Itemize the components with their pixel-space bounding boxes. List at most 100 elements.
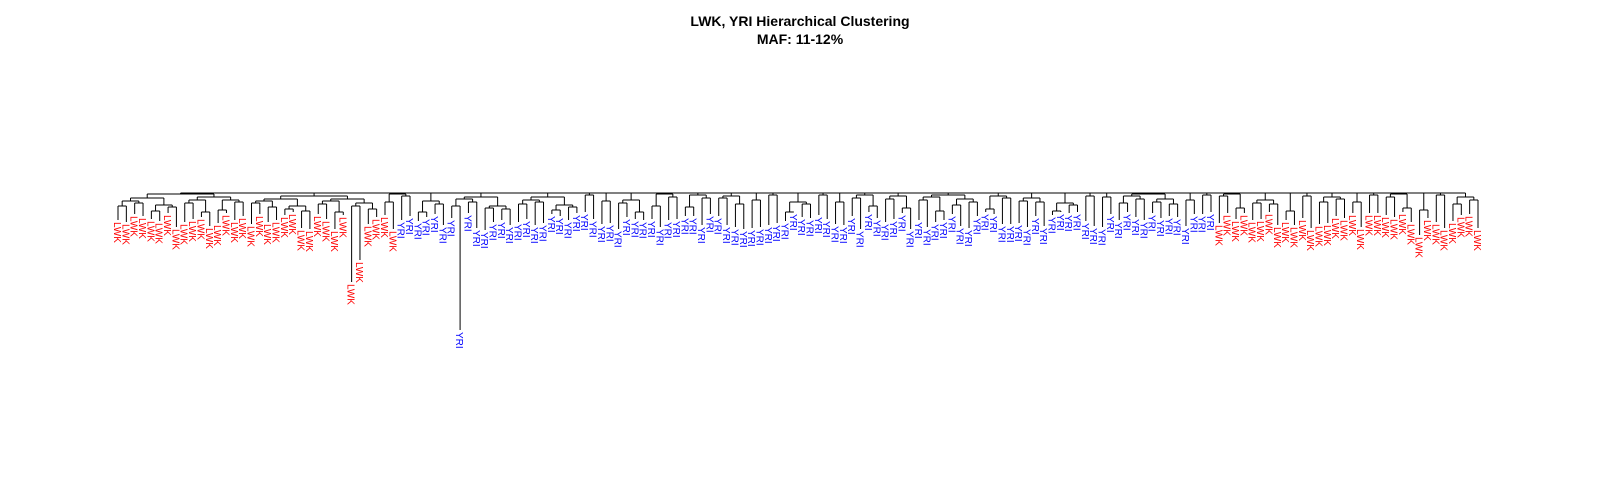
leaf-label-lwk: LWK (186, 221, 197, 242)
leaf-label-yri: YRI (695, 227, 706, 244)
leaf-label-yri: YRI (737, 231, 748, 248)
leaf-label-lwk: LWK (1254, 221, 1265, 242)
leaf-label-lwk: LWK (1354, 229, 1365, 250)
leaf-label-yri: YRI (637, 222, 648, 239)
leaf-label-lwk: LWK (361, 226, 372, 247)
leaf-label-yri: YRI (1196, 216, 1207, 233)
leaf-label-yri: YRI (662, 222, 673, 239)
leaf-label-yri: YRI (703, 216, 714, 233)
leaf-label-yri: YRI (995, 226, 1006, 243)
leaf-label-yri: YRI (620, 219, 631, 236)
leaf-label-lwk: LWK (119, 224, 130, 245)
leaf-label-yri: YRI (1087, 228, 1098, 245)
leaf-label-lwk: LWK (161, 215, 172, 236)
leaf-label-lwk: LWK (211, 225, 222, 246)
leaf-label-yri: YRI (870, 220, 881, 237)
leaf-label-yri: YRI (436, 227, 447, 244)
leaf-label-lwk: LWK (1396, 214, 1407, 235)
leaf-label-yri: YRI (720, 227, 731, 244)
leaf-label-yri: YRI (962, 230, 973, 247)
leaf-label-lwk: LWK (1321, 225, 1332, 246)
leaf-label-yri: YRI (1029, 218, 1040, 235)
leaf-label-yri: YRI (1012, 225, 1023, 242)
leaf-label-yri: YRI (1104, 216, 1115, 233)
leaf-label-yri: YRI (954, 228, 965, 245)
leaf-label-yri: YRI (653, 229, 664, 246)
dendrogram-leaf-labels: LWKLWKLWKLWKLWKLWKLWKLWKLWKLWKLWKLWKLWKL… (111, 214, 1482, 349)
leaf-label-lwk: LWK (1371, 215, 1382, 236)
leaf-label-lwk: LWK (1429, 224, 1440, 245)
leaf-label-lwk: LWK (320, 221, 331, 242)
leaf-label-yri: YRI (511, 224, 522, 241)
leaf-label-yri: YRI (470, 230, 481, 247)
leaf-label-lwk: LWK (295, 230, 306, 251)
leaf-label-yri: YRI (628, 221, 639, 238)
leaf-label-lwk: LWK (328, 231, 339, 252)
leaf-label-lwk: LWK (1262, 214, 1273, 235)
leaf-label-lwk: LWK (1304, 230, 1315, 251)
leaf-label-lwk: LWK (1346, 215, 1357, 236)
leaf-label-lwk: LWK (228, 222, 239, 243)
leaf-label-yri: YRI (478, 232, 489, 249)
leaf-label-yri: YRI (570, 215, 581, 232)
leaf-label-lwk: LWK (1329, 218, 1340, 239)
leaf-label-lwk: LWK (144, 221, 155, 242)
leaf-label-lwk: LWK (236, 218, 247, 239)
leaf-label-yri: YRI (762, 227, 773, 244)
leaf-label-lwk: LWK (1287, 227, 1298, 248)
leaf-label-lwk: LWK (1446, 223, 1457, 244)
leaf-label-yri: YRI (1045, 217, 1056, 234)
leaf-label-lwk: LWK (1438, 230, 1449, 251)
leaf-label-lwk: LWK (169, 229, 180, 250)
leaf-label-yri: YRI (1112, 222, 1123, 239)
leaf-label-yri: YRI (1171, 219, 1182, 236)
leaf-label-yri: YRI (562, 222, 573, 239)
leaf-label-yri: YRI (795, 219, 806, 236)
leaf-label-yri: YRI (804, 220, 815, 237)
leaf-label-yri: YRI (920, 229, 931, 246)
leaf-label-yri: YRI (411, 223, 422, 240)
leaf-label-yri: YRI (1071, 214, 1082, 231)
leaf-label-lwk: LWK (1246, 222, 1257, 243)
leaf-label-yri: YRI (612, 231, 623, 248)
leaf-label-yri: YRI (1179, 228, 1190, 245)
leaf-label-lwk: LWK (1312, 226, 1323, 247)
leaf-label-yri: YRI (461, 215, 472, 232)
leaf-label-yri: YRI (1054, 214, 1065, 231)
leaf-label-yri: YRI (687, 218, 698, 235)
leaf-label-lwk: LWK (1221, 215, 1232, 236)
leaf-label-yri: YRI (854, 231, 865, 248)
leaf-label-yri: YRI (895, 215, 906, 232)
dendrogram-branches (117, 192, 1479, 330)
leaf-label-lwk: LWK (386, 231, 397, 252)
leaf-label-yri: YRI (537, 225, 548, 242)
leaf-label-yri: YRI (1162, 218, 1173, 235)
leaf-label-lwk: LWK (1279, 222, 1290, 243)
leaf-label-lwk: LWK (345, 284, 356, 305)
leaf-label-lwk: LWK (1413, 237, 1424, 258)
leaf-label-yri: YRI (987, 216, 998, 233)
leaf-label-yri: YRI (595, 226, 606, 243)
leaf-label-lwk: LWK (303, 231, 314, 252)
leaf-label-yri: YRI (428, 216, 439, 233)
leaf-label-lwk: LWK (111, 222, 122, 243)
leaf-label-yri: YRI (845, 218, 856, 235)
leaf-label-yri: YRI (837, 227, 848, 244)
leaf-label-lwk: LWK (286, 214, 297, 235)
leaf-label-lwk: LWK (1237, 215, 1248, 236)
leaf-label-lwk: LWK (1471, 230, 1482, 251)
leaf-label-lwk: LWK (1363, 215, 1374, 236)
chart-title-block: LWK, YRI Hierarchical Clustering MAF: 11… (0, 12, 1600, 48)
leaf-label-lwk: LWK (244, 226, 255, 247)
leaf-label-yri: YRI (453, 332, 464, 349)
leaf-label-lwk: LWK (136, 218, 147, 239)
leaf-label-yri: YRI (1062, 215, 1073, 232)
leaf-label-lwk: LWK (1296, 220, 1307, 241)
leaf-label-yri: YRI (578, 214, 589, 231)
chart-title: LWK, YRI Hierarchical Clustering (690, 13, 910, 29)
leaf-label-lwk: LWK (253, 216, 264, 237)
leaf-label-yri: YRI (862, 214, 873, 231)
leaf-label-yri: YRI (670, 221, 681, 238)
leaf-label-lwk: LWK (353, 262, 364, 283)
leaf-label-lwk: LWK (1388, 219, 1399, 240)
